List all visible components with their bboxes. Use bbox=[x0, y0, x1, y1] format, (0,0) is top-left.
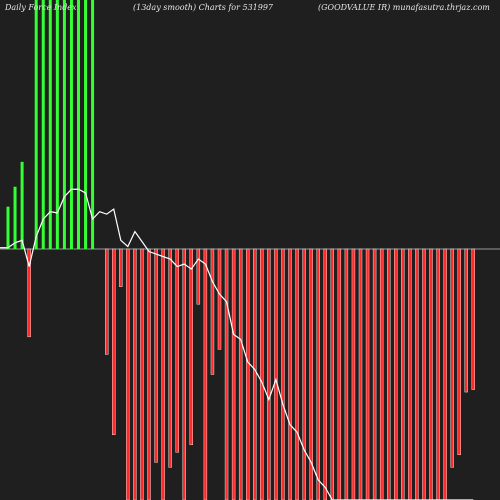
force-bar bbox=[182, 248, 186, 500]
force-bar bbox=[62, 0, 66, 249]
force-bar bbox=[203, 248, 208, 500]
force-bar bbox=[450, 248, 454, 468]
force-bar bbox=[196, 248, 201, 305]
force-bar bbox=[231, 248, 236, 500]
force-bar bbox=[238, 248, 243, 500]
force-bar bbox=[309, 248, 313, 500]
force-bar bbox=[351, 248, 356, 500]
force-bar bbox=[112, 248, 116, 435]
force-bar bbox=[91, 0, 95, 249]
force-bar bbox=[168, 248, 172, 468]
force-bar bbox=[422, 248, 426, 500]
force-bar bbox=[464, 248, 468, 393]
force-bar bbox=[267, 248, 271, 500]
force-bar bbox=[217, 248, 222, 350]
force-bar bbox=[55, 0, 59, 249]
force-bar bbox=[245, 248, 250, 500]
force-bar bbox=[316, 248, 320, 500]
force-bar bbox=[126, 248, 130, 500]
force-bar bbox=[41, 0, 45, 249]
force-bar bbox=[365, 248, 370, 500]
force-bar bbox=[274, 248, 278, 500]
chart-title: Daily Force Index bbox=[5, 3, 77, 12]
force-bar bbox=[379, 248, 384, 500]
force-bar bbox=[210, 248, 215, 375]
force-bar bbox=[471, 248, 475, 390]
force-bar bbox=[27, 248, 31, 338]
smoothed-force-line bbox=[0, 188, 474, 500]
force-bar bbox=[69, 0, 73, 249]
force-bar bbox=[302, 248, 306, 500]
force-bar bbox=[387, 248, 391, 500]
force-bar bbox=[429, 248, 433, 500]
force-bar bbox=[281, 248, 285, 500]
bar-series bbox=[6, 0, 475, 500]
force-bar bbox=[337, 248, 342, 500]
force-bar bbox=[140, 248, 144, 500]
chart-source: (GOODVALUE IR) munafasutra.thrjaz.com bbox=[318, 3, 490, 12]
force-bar bbox=[288, 248, 292, 500]
force-bar bbox=[48, 0, 52, 249]
force-bar bbox=[133, 248, 137, 500]
force-bar bbox=[323, 248, 327, 500]
force-bar bbox=[147, 248, 151, 500]
force-bar bbox=[189, 248, 194, 445]
force-bar bbox=[77, 0, 80, 249]
chart-subtitle: (13day smooth) Charts for 531997 bbox=[133, 3, 274, 12]
force-bar bbox=[443, 248, 447, 500]
force-bar bbox=[394, 248, 398, 500]
force-bar bbox=[20, 161, 24, 249]
force-bar bbox=[457, 248, 461, 456]
force-bar bbox=[408, 248, 412, 500]
force-bar bbox=[104, 248, 109, 355]
force-bar bbox=[13, 186, 17, 249]
force-bar bbox=[260, 248, 264, 500]
force-bar bbox=[154, 248, 158, 463]
force-bar bbox=[358, 248, 363, 500]
force-bar bbox=[415, 248, 419, 500]
force-bar bbox=[253, 248, 257, 500]
force-bar bbox=[224, 248, 229, 500]
force-bar bbox=[436, 248, 440, 500]
force-bar bbox=[161, 248, 165, 500]
force-bar bbox=[119, 248, 123, 287]
force-bar bbox=[84, 0, 88, 249]
force-bar bbox=[344, 248, 349, 500]
force-bar bbox=[175, 248, 179, 453]
force-bar bbox=[401, 248, 405, 500]
force-bar bbox=[295, 248, 299, 500]
force-bar bbox=[330, 248, 334, 500]
force-bar bbox=[34, 0, 38, 249]
force-bar bbox=[372, 248, 377, 500]
force-bar bbox=[6, 206, 10, 249]
